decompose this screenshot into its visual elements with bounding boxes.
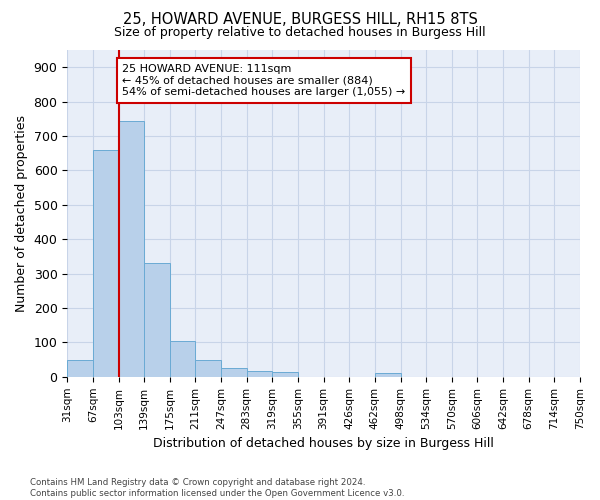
Bar (247, 371, 272, 377)
Bar (375, 374, 401, 377)
Bar (119, 120, 144, 377)
Text: Contains HM Land Registry data © Crown copyright and database right 2024.
Contai: Contains HM Land Registry data © Crown c… (30, 478, 404, 498)
Bar (272, 372, 298, 377)
Text: Size of property relative to detached houses in Burgess Hill: Size of property relative to detached ho… (114, 26, 486, 39)
X-axis label: Distribution of detached houses by size in Burgess Hill: Distribution of detached houses by size … (153, 437, 494, 450)
Bar (170, 340, 196, 377)
Bar (144, 264, 170, 377)
Bar (93, 150, 119, 377)
Text: 25 HOWARD AVENUE: 111sqm
← 45% of detached houses are smaller (884)
54% of semi-: 25 HOWARD AVENUE: 111sqm ← 45% of detach… (122, 64, 406, 97)
Bar (67, 360, 93, 377)
Y-axis label: Number of detached properties: Number of detached properties (15, 115, 28, 312)
Bar (221, 368, 247, 377)
Text: 25, HOWARD AVENUE, BURGESS HILL, RH15 8TS: 25, HOWARD AVENUE, BURGESS HILL, RH15 8T… (122, 12, 478, 28)
Bar (196, 360, 221, 377)
